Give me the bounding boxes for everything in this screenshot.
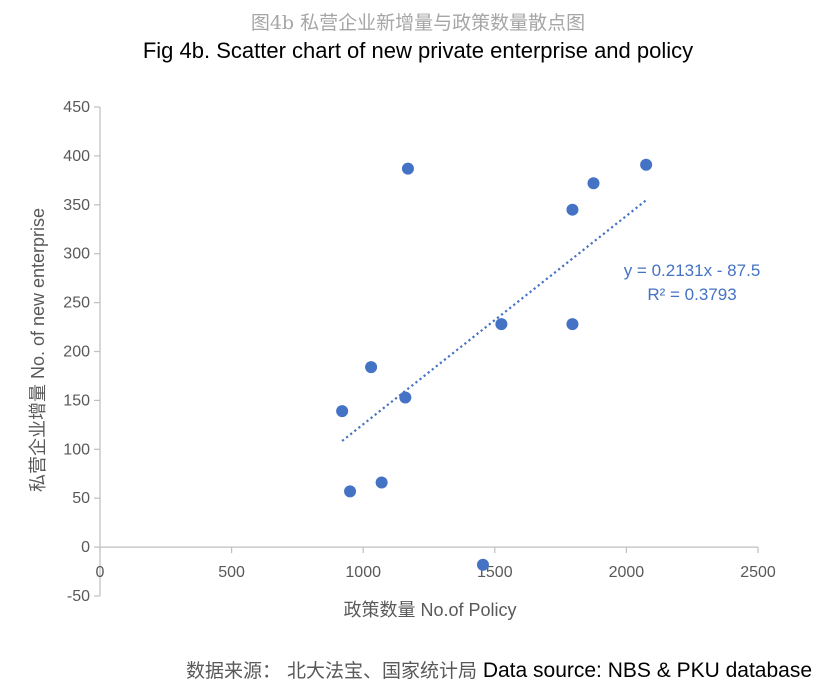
x-tick-label: 2000	[609, 564, 645, 581]
y-tick-label: 250	[63, 295, 90, 312]
trendline-r-squared: R² = 0.3793	[647, 285, 736, 304]
trendline-group	[341, 199, 647, 442]
data-source: 数据来源： 北大法宝、国家统计局 Data source: NBS & PKU …	[186, 656, 812, 683]
data-point	[566, 318, 579, 331]
y-tick-label: 300	[63, 246, 90, 263]
data-source-en: Data source: NBS & PKU database	[482, 659, 812, 682]
y-tick-label: -50	[67, 588, 90, 605]
data-point	[401, 162, 414, 175]
y-tick-label: 0	[81, 539, 90, 556]
y-tick-label: 400	[63, 148, 90, 165]
trendline-equation: y = 0.2131x - 87.5	[624, 261, 761, 280]
data-point	[336, 405, 349, 418]
y-axis-title: 私营企业增量 No. of new enterprise	[28, 208, 48, 492]
data-point	[495, 318, 508, 331]
x-tick-label: 500	[218, 564, 245, 581]
y-tick-label: 450	[63, 99, 90, 116]
x-tick-label: 0	[96, 564, 105, 581]
data-point	[476, 558, 489, 571]
data-point	[640, 158, 653, 171]
data-point	[587, 177, 600, 190]
points-group	[336, 158, 653, 571]
trendline	[341, 199, 647, 442]
y-tick-label: 200	[63, 344, 90, 361]
y-tick-label: 50	[72, 490, 90, 507]
y-tick-label: 150	[63, 392, 90, 409]
chart-title-en: Fig 4b. Scatter chart of new private ent…	[142, 38, 694, 63]
x-tick-label: 1000	[345, 564, 381, 581]
data-source-cn: 数据来源： 北大法宝、国家统计局	[185, 660, 477, 682]
chart-title-cn: 图4b 私营企业新增量与政策数量散点图	[250, 12, 586, 34]
data-point	[399, 391, 412, 404]
x-tick-label: 2500	[740, 564, 776, 581]
data-point	[566, 203, 579, 216]
x-axis-title: 政策数量 No.of Policy	[343, 600, 516, 620]
y-tick-label: 100	[63, 441, 90, 458]
data-point	[344, 485, 357, 498]
data-point	[365, 361, 378, 374]
y-tick-label: 350	[63, 197, 90, 214]
data-point	[375, 476, 388, 489]
